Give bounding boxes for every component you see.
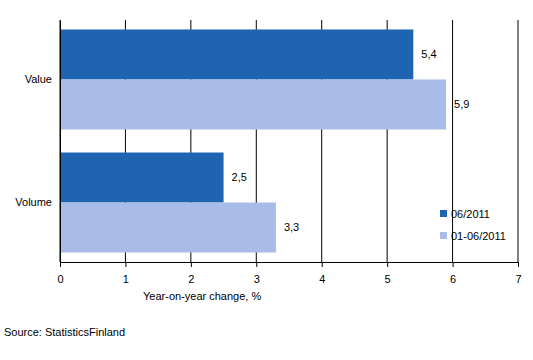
grid-line (452, 20, 453, 262)
x-tick: 7 (515, 262, 521, 285)
legend-swatch (440, 232, 447, 239)
x-tick-mark (256, 262, 257, 267)
legend-label: 06/2011 (451, 208, 490, 220)
x-tick: 2 (188, 262, 194, 285)
legend-label: 01-06/2011 (451, 230, 506, 242)
data-label: 3,3 (284, 221, 299, 233)
y-axis: Value Volume (15, 21, 60, 263)
legend-item: 06/2011 (440, 208, 490, 220)
x-tick-label: 3 (254, 273, 260, 285)
y-tick-label: Volume (15, 196, 52, 208)
bar (60, 79, 446, 129)
x-tick: 1 (123, 262, 129, 285)
x-tick-mark (60, 262, 61, 267)
legend-item: 01-06/2011 (440, 230, 506, 242)
legend-swatch (440, 210, 447, 217)
x-tick-label: 1 (123, 273, 129, 285)
x-axis-line (61, 263, 519, 268)
x-tick-label: 5 (385, 273, 391, 285)
bars (60, 29, 446, 252)
x-tick-label: 2 (188, 273, 194, 285)
plot: 5,4 2,5 5,9 3,3 0 1 2 3 4 5 6 7 Value Volume 06/2011 01… (15, 20, 521, 285)
data-label: 2,5 (232, 171, 247, 183)
legend: 06/2011 01-06/2011 (440, 208, 506, 242)
chart: 5,4 2,5 5,9 3,3 0 1 2 3 4 5 6 7 Value Volume 06/2011 01… (0, 0, 533, 360)
y-tick-label: Value (25, 73, 52, 85)
x-axis: 0 1 2 3 4 5 6 7 (57, 262, 521, 285)
annotation: Source: StatisticsFinland (4, 326, 125, 338)
data-label: 5,4 (421, 48, 436, 60)
x-tick: 3 (254, 262, 260, 285)
y-tick: Volume (15, 196, 60, 208)
x-tick-label: 0 (57, 273, 63, 285)
x-tick-mark (518, 262, 519, 267)
grid-line (518, 20, 519, 262)
bar (60, 203, 276, 253)
y-tick: Value (25, 73, 60, 85)
data-labels: 5,4 2,5 5,9 3,3 (232, 48, 470, 233)
data-label: 5,9 (454, 98, 469, 110)
grid-line (60, 20, 61, 262)
bar (60, 29, 413, 79)
x-tick-label: 4 (319, 273, 325, 285)
x-tick: 4 (319, 262, 325, 285)
x-tick-mark (322, 262, 323, 267)
x-tick-mark (453, 262, 454, 267)
x-tick: 6 (450, 262, 456, 285)
bar (60, 153, 224, 203)
x-tick: 5 (385, 262, 391, 285)
x-tick-mark (125, 262, 126, 267)
x-axis-title: Year-on-year change, % (143, 290, 261, 302)
x-tick-mark (191, 262, 192, 267)
x-tick-label: 6 (450, 273, 456, 285)
y-axis-line (60, 21, 61, 263)
x-tick-mark (387, 262, 388, 267)
grid (60, 20, 518, 262)
x-tick-label: 7 (515, 273, 521, 285)
x-tick: 0 (57, 262, 63, 285)
